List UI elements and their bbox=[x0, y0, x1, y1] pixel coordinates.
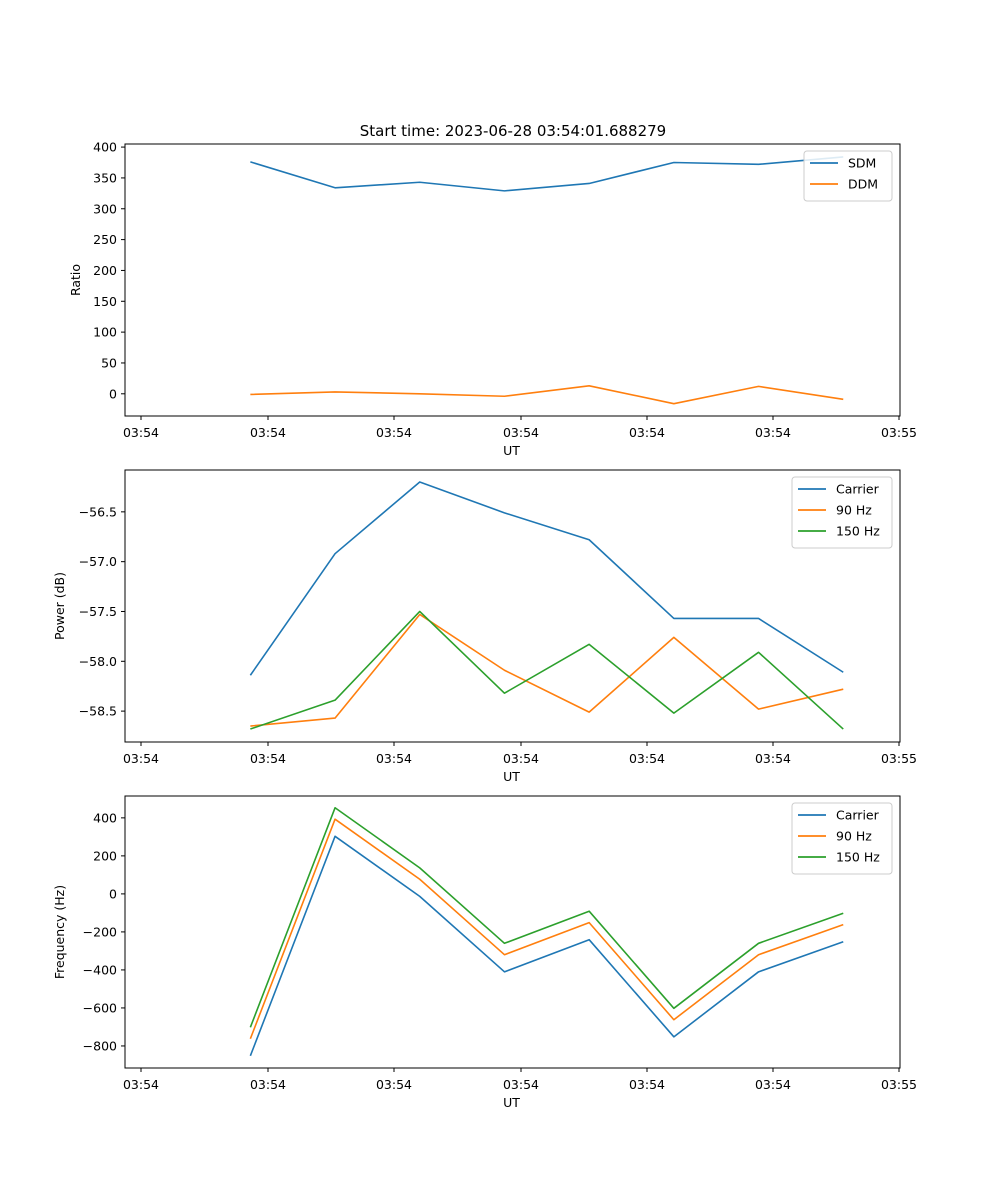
legend-label: Carrier bbox=[836, 808, 880, 823]
x-axis-label: UT bbox=[503, 769, 520, 784]
x-axis-label: UT bbox=[503, 443, 520, 458]
x-tick-label: 03:54 bbox=[503, 751, 539, 766]
series-line-90-hz bbox=[250, 613, 844, 727]
subplot-1: 03:54 03:54 03:54 03:54 03:54 03:54 03:55 UT 0 50… bbox=[68, 140, 917, 458]
legend-label: DDM bbox=[848, 177, 878, 192]
legend-label: 150 Hz bbox=[836, 850, 880, 865]
legend: Carrier 90 Hz 150 Hz bbox=[791, 476, 893, 549]
y-axis-label: Power (dB) bbox=[52, 572, 67, 640]
y-tick-label: 150 bbox=[93, 294, 117, 309]
x-tick-label: 03:54 bbox=[123, 751, 159, 766]
y-tick-label: −56.5 bbox=[79, 504, 117, 519]
series-line-carrier bbox=[249, 835, 844, 1057]
series-line-sdm bbox=[250, 156, 844, 192]
y-tick-label: −400 bbox=[83, 962, 117, 977]
legend: SDM DDM bbox=[803, 150, 893, 202]
subplot-2: 03:54 03:54 03:54 03:54 03:54 03:54 03:55 UT −58… bbox=[52, 469, 917, 784]
x-tick-label: 03:54 bbox=[629, 751, 665, 766]
axes-frame bbox=[124, 795, 901, 1069]
y-tick-label: −200 bbox=[83, 924, 117, 939]
y-tick-label: 250 bbox=[93, 232, 117, 247]
series-line-150-hz bbox=[250, 610, 844, 730]
x-tick-label: 03:54 bbox=[250, 751, 286, 766]
x-tick-label: 03:54 bbox=[123, 425, 159, 440]
subplot-3: 03:54 03:54 03:54 03:54 03:54 03:54 03:55 UT −80… bbox=[52, 795, 917, 1110]
y-tick-label: −800 bbox=[83, 1038, 117, 1053]
y-axis-label: Ratio bbox=[68, 264, 83, 296]
axes-frame bbox=[124, 143, 901, 417]
axes-frame bbox=[124, 469, 901, 743]
x-tick-label: 03:55 bbox=[881, 425, 917, 440]
x-tick-label: 03:54 bbox=[123, 1077, 159, 1092]
x-tick-label: 03:54 bbox=[376, 425, 412, 440]
x-tick-label: 03:55 bbox=[881, 1077, 917, 1092]
series-line-150-hz bbox=[249, 806, 844, 1028]
legend-label: 90 Hz bbox=[836, 829, 872, 844]
y-tick-label: 200 bbox=[93, 848, 117, 863]
legend-label: Carrier bbox=[836, 482, 880, 497]
panels: 03:54 03:54 03:54 03:54 03:54 03:54 03:55 UT 0 50… bbox=[52, 140, 917, 1110]
y-tick-label: 0 bbox=[109, 386, 117, 401]
y-tick-label: 0 bbox=[109, 886, 117, 901]
x-tick-label: 03:54 bbox=[250, 425, 286, 440]
y-tick-label: −58.5 bbox=[79, 704, 117, 719]
legend-label: SDM bbox=[848, 156, 876, 171]
y-tick-label: 50 bbox=[101, 355, 117, 370]
x-tick-label: 03:54 bbox=[755, 1077, 791, 1092]
x-tick-label: 03:54 bbox=[503, 1077, 539, 1092]
legend-label: 90 Hz bbox=[836, 503, 872, 518]
y-tick-label: 200 bbox=[93, 263, 117, 278]
x-tick-label: 03:54 bbox=[629, 425, 665, 440]
y-tick-label: 350 bbox=[93, 170, 117, 185]
y-tick-label: 100 bbox=[93, 325, 117, 340]
legend: Carrier 90 Hz 150 Hz bbox=[791, 802, 893, 875]
y-tick-label: 400 bbox=[93, 140, 117, 155]
y-axis-label: Frequency (Hz) bbox=[52, 885, 67, 979]
x-tick-label: 03:54 bbox=[629, 1077, 665, 1092]
y-tick-label: 300 bbox=[93, 201, 117, 216]
x-tick-label: 03:55 bbox=[881, 751, 917, 766]
series-line-ddm bbox=[250, 384, 844, 405]
y-tick-label: 400 bbox=[93, 810, 117, 825]
x-tick-label: 03:54 bbox=[376, 1077, 412, 1092]
y-tick-label: −58.0 bbox=[79, 654, 117, 669]
x-tick-label: 03:54 bbox=[755, 751, 791, 766]
x-tick-label: 03:54 bbox=[376, 751, 412, 766]
legend-label: 150 Hz bbox=[836, 524, 880, 539]
figure-title: Start time: 2023-06-28 03:54:01.688279 bbox=[360, 122, 666, 140]
y-tick-label: −57.0 bbox=[79, 554, 117, 569]
series-line-90-hz bbox=[249, 818, 844, 1040]
series-line-carrier bbox=[249, 481, 844, 676]
y-tick-label: −600 bbox=[83, 1000, 117, 1015]
x-tick-label: 03:54 bbox=[503, 425, 539, 440]
x-tick-label: 03:54 bbox=[755, 425, 791, 440]
x-axis-label: UT bbox=[503, 1095, 520, 1110]
y-tick-label: −57.5 bbox=[79, 604, 117, 619]
x-tick-label: 03:54 bbox=[250, 1077, 286, 1092]
